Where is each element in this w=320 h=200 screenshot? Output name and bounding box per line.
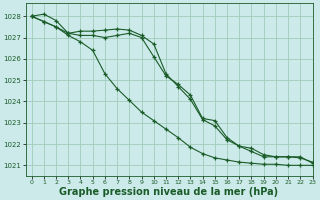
X-axis label: Graphe pression niveau de la mer (hPa): Graphe pression niveau de la mer (hPa)	[60, 187, 279, 197]
